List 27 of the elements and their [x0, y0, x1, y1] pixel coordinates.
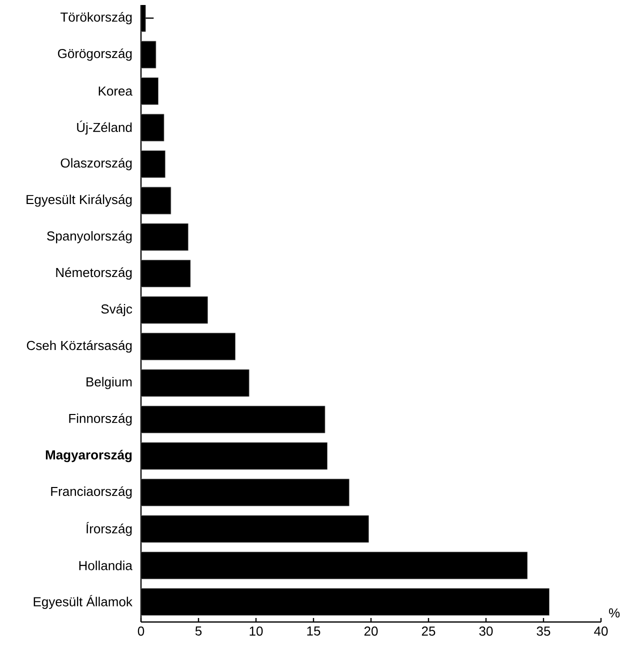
- x-tick-label: 15: [307, 626, 320, 636]
- y-tick-label: Új-Zéland: [77, 120, 132, 135]
- x-axis-title: %: [609, 608, 620, 618]
- y-tick-label: Olaszország: [60, 158, 132, 170]
- y-tick-label: Finnország: [69, 413, 132, 426]
- x-tick-label: 35: [536, 626, 550, 636]
- y-tick-label: Görögország: [58, 48, 132, 61]
- y-tick-label: Egyesült Királyság: [26, 194, 132, 207]
- y-tick-label: Hollandia: [79, 560, 132, 570]
- y-tick-label: Egyesült Államok: [34, 594, 132, 609]
- y-tick-label: Cseh Köztársaság: [26, 340, 132, 353]
- x-tick-label: 0: [138, 626, 144, 636]
- y-tick-label: Németország: [56, 267, 132, 280]
- x-tick-label: 20: [364, 626, 378, 636]
- y-tick-label: Spanyolország: [47, 230, 132, 244]
- y-tick-label: Franciaország: [51, 486, 132, 499]
- x-tick-label: 5: [195, 626, 202, 636]
- x-tick-label: 30: [479, 626, 493, 636]
- y-tick-label: Magyarország: [46, 450, 132, 462]
- y-tick-label: Belgium: [86, 376, 132, 390]
- x-tick-label: 40: [594, 626, 608, 636]
- y-tick-label: Írország: [86, 522, 132, 536]
- x-tick-label: 25: [422, 626, 436, 636]
- y-tick-label: Törökország: [60, 12, 132, 24]
- x-tick-label: 10: [250, 626, 263, 636]
- y-tick-label: Svájc: [101, 304, 132, 316]
- y-tick-label: Korea: [98, 86, 132, 96]
